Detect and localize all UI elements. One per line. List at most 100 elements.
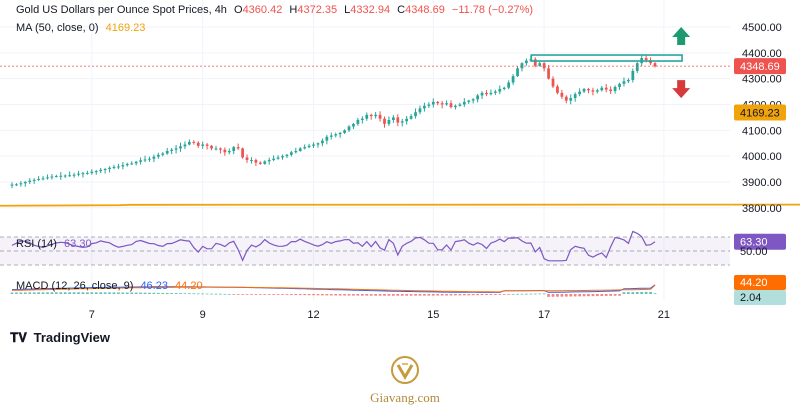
candle [86, 172, 89, 174]
signal-value-tag [734, 275, 786, 290]
macd-bar [427, 294, 431, 296]
macd-bar [587, 294, 590, 297]
macd-bar [28, 292, 32, 294]
candle [343, 130, 346, 133]
macd-bar [245, 294, 249, 295]
macd-bar [551, 294, 555, 297]
macd-bar [112, 292, 116, 294]
price-tick-label: 3800.00 [742, 203, 782, 215]
candle [493, 91, 497, 93]
macd-bar [405, 294, 409, 296]
time-axis: 7 9 12 15 17 21 [89, 309, 670, 321]
macd-bar [378, 294, 382, 296]
candle [391, 117, 395, 120]
tradingview-logo[interactable]: 𝐓𝐕 TradingView [10, 330, 110, 346]
candle [289, 152, 293, 155]
macd-bar [462, 294, 466, 296]
macd-bar [94, 292, 98, 294]
price-tick-label: 4400.00 [742, 48, 782, 60]
macd-bar [223, 293, 227, 295]
candle [378, 114, 382, 119]
candle [103, 169, 107, 171]
candle [538, 63, 542, 66]
candle [653, 63, 657, 67]
macd-bar [103, 292, 107, 294]
candle [214, 148, 218, 150]
macd-bar [272, 294, 276, 295]
macd-bar [130, 292, 134, 294]
last-price-label: 4348.69 [740, 61, 780, 73]
time-tick-label: 12 [307, 309, 319, 321]
macd-bar [174, 293, 178, 294]
open-value: 4360.42 [242, 4, 283, 16]
macd-bar [188, 293, 191, 295]
candle [551, 78, 555, 87]
candle [502, 87, 506, 90]
macd-bar [352, 294, 355, 296]
macd-bar [627, 292, 630, 294]
candle [604, 87, 608, 90]
macd-bar [533, 293, 537, 295]
candle [298, 148, 302, 151]
candle [431, 101, 435, 105]
candle [560, 92, 564, 97]
macd-bar [205, 293, 209, 295]
candle [241, 148, 244, 158]
candle [179, 146, 182, 149]
candle [272, 158, 276, 161]
giavang-logo: Giavang.com [360, 355, 450, 406]
macd-bar [356, 294, 360, 296]
rsi-value-tag [734, 233, 786, 250]
macd-bar [440, 294, 444, 296]
macd-bar [19, 292, 23, 294]
low-label: L [344, 4, 351, 16]
macd-bar [360, 294, 364, 296]
macd-bar [254, 294, 258, 295]
macd-bar [498, 294, 502, 295]
candle [369, 114, 373, 117]
macd-bar [613, 294, 617, 296]
macd-bar [267, 294, 271, 295]
macd-bar [276, 294, 280, 295]
macd-bar [170, 293, 174, 294]
candle [121, 165, 125, 167]
macd-bar [423, 294, 426, 296]
macd-bar [525, 293, 528, 295]
macd-bar [449, 294, 453, 296]
price-tick-label: 4500.00 [742, 22, 782, 34]
macd-bar [232, 294, 236, 295]
macd-bar [595, 294, 599, 297]
candle [23, 181, 27, 184]
candle [321, 140, 324, 144]
rsi-legend-value: 63.30 [64, 238, 92, 250]
macd-bar [489, 294, 493, 295]
macd-bar [560, 294, 564, 297]
candle [254, 160, 258, 163]
macd-legend-label: MACD (12, 26, close, 9) [16, 280, 134, 292]
macd-bar [502, 294, 506, 295]
candle [507, 82, 511, 88]
macd-bar [511, 293, 515, 295]
macd-bar [520, 293, 524, 295]
macd-bar [600, 294, 604, 297]
time-tick-label: 17 [538, 309, 550, 321]
signal-legend-value: 44.20 [175, 280, 203, 292]
macd-bar [578, 294, 581, 297]
candle [458, 104, 462, 106]
macd-bar [480, 294, 484, 296]
candle [134, 161, 138, 164]
candle [644, 58, 648, 61]
candle [161, 153, 165, 155]
ma-value-tag [734, 104, 786, 121]
macd-bar [454, 294, 457, 296]
macd-bar [179, 293, 182, 294]
candle [418, 108, 422, 113]
macd-bar [467, 294, 471, 296]
hist-value-tag [734, 290, 786, 305]
macd-legend: MACD (12, 26, close, 9) 46.23 44.20 [16, 280, 207, 292]
candle [72, 174, 76, 176]
macd-histogram [10, 291, 657, 297]
macd-bar [329, 294, 333, 296]
macd-bar [383, 294, 386, 296]
